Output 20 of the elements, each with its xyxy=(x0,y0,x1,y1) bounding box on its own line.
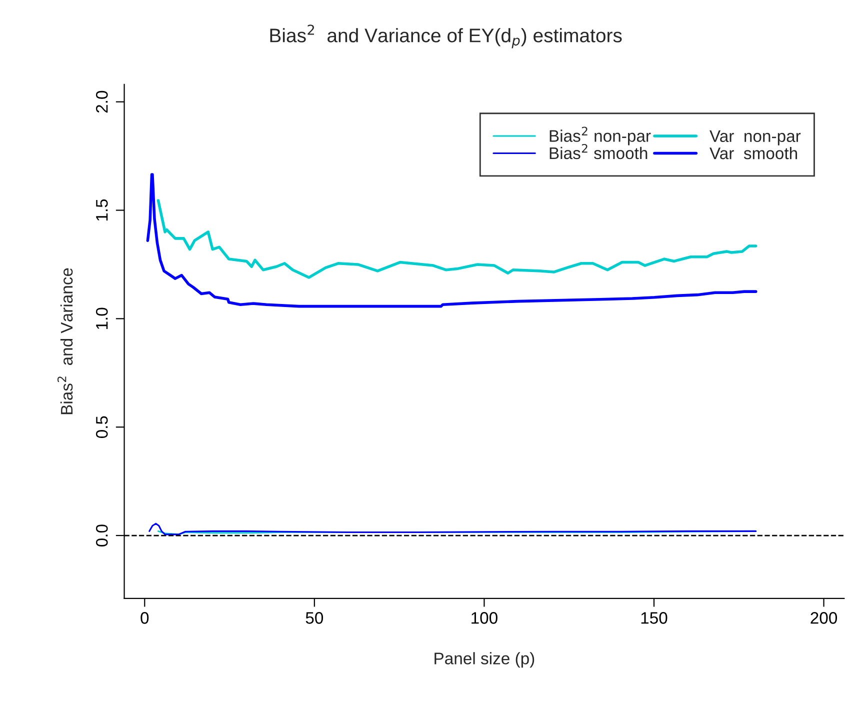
y-tick-label: 0.5 xyxy=(96,416,108,438)
legend-label: Var smooth xyxy=(710,146,798,160)
x-tick-label: 200 xyxy=(810,612,838,624)
legend-label: Var non-par xyxy=(710,130,801,146)
y-axis-title: Bias$^{2}$ and Variance xyxy=(57,268,73,414)
legend-label: Bias$^{2}$ smooth xyxy=(550,144,648,160)
legend-label: Bias$^{2}$ non-par xyxy=(550,126,651,146)
x-axis-title: Panel size (p) xyxy=(434,652,534,668)
x-tick-label: 100 xyxy=(472,612,498,624)
line-series xyxy=(148,522,757,536)
y-tick-label: 2.0 xyxy=(96,90,108,113)
x-tick-label: 50 xyxy=(306,612,324,624)
line-series xyxy=(146,173,758,308)
y-tick-label: 1.5 xyxy=(96,199,108,221)
x-tick-label: 0 xyxy=(140,612,149,624)
y-tick-label: 0.0 xyxy=(96,524,108,546)
x-tick-label: 150 xyxy=(641,612,668,624)
y-tick-label: 1.0 xyxy=(96,308,108,329)
line-series xyxy=(156,199,758,279)
chart-title: Bias$^{2}$ and Variance of EY(d$_{p}$) estimators xyxy=(270,24,622,48)
